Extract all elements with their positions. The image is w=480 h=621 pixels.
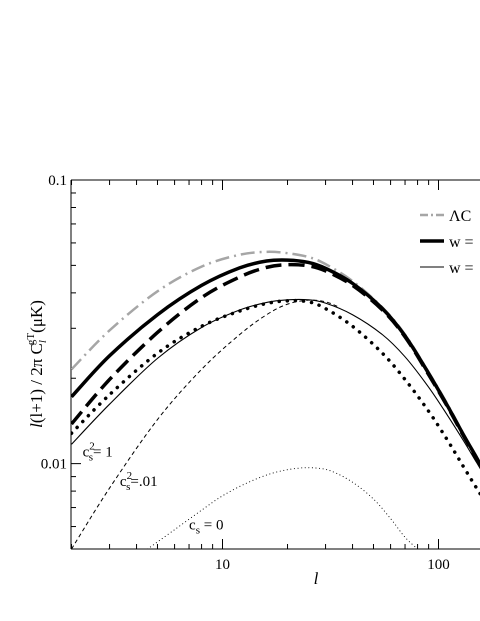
series-line-2 — [71, 262, 480, 469]
y-axis-title-l: l — [27, 423, 46, 428]
y-tick-label-0: 0.1 — [48, 173, 67, 189]
series-lines — [71, 250, 480, 549]
y-axis-title-sub: l — [37, 340, 49, 343]
curve-label-0: c2 s= 1 — [83, 441, 113, 464]
curve-label-1: c2 s=.01 — [120, 470, 158, 493]
x-tick-label-1: 100 — [427, 557, 450, 573]
x-tick-label-0: 10 — [215, 557, 230, 573]
axis-ticks — [71, 179, 439, 550]
x-axis-title: l — [314, 569, 319, 588]
axis-tick-labels: 10 100 0.1 0.01 — [41, 173, 450, 573]
series-line-0 — [71, 250, 480, 467]
legend-label-1: w = — [449, 234, 474, 251]
series-line-3 — [71, 298, 480, 497]
y-axis-title: l(l+1) / 2π ClgT(μK) — [25, 300, 49, 428]
curve-annotations: c2 s= 1 c2 s=.01 cs = 0 — [83, 441, 224, 537]
legend-label-2: w = — [449, 260, 474, 277]
legend: ΛC w = w = — [420, 208, 474, 277]
y-axis-title-unit: (μK) — [27, 300, 46, 333]
y-axis-title-sup: gT — [25, 333, 37, 346]
legend-label-0: ΛC — [449, 208, 471, 225]
series-line-1 — [71, 258, 480, 468]
plot-frame — [70, 179, 480, 550]
y-tick-label-1: 0.01 — [41, 457, 67, 473]
series-line-6 — [147, 467, 419, 549]
series-line-4 — [71, 298, 480, 470]
series-line-5 — [71, 299, 341, 549]
y-axis-title-main: (l+1) / 2π C — [27, 343, 46, 423]
curve-label-2: cs = 0 — [189, 518, 223, 537]
